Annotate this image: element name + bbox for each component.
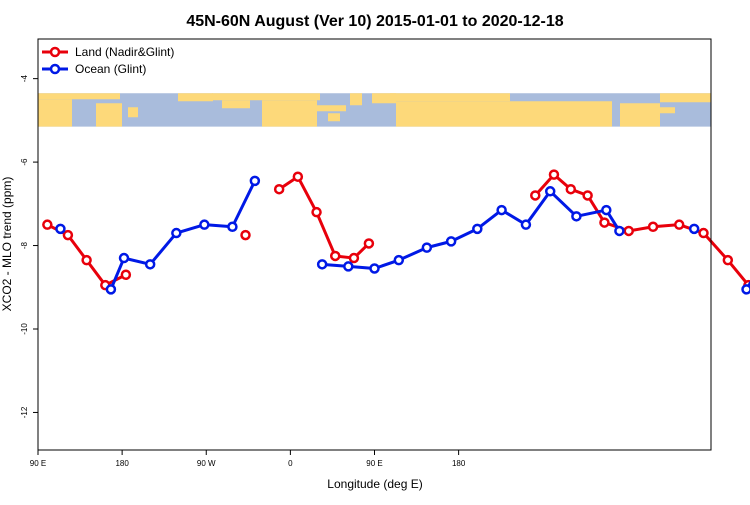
y-axis-label: XCO2 - MLO trend (ppm) <box>0 177 14 312</box>
land-point-3-1 <box>548 169 560 180</box>
map-land-7 <box>262 100 317 127</box>
x-tick-label-0: 90 E <box>30 459 46 468</box>
y-tick-label-0: -4 <box>20 75 29 83</box>
ocean-point-2-8 <box>520 219 532 230</box>
legend-ocean-marker <box>49 63 61 75</box>
ocean-point-0-0 <box>55 223 66 235</box>
x-tick-label-4: 90 E <box>366 459 382 468</box>
map-land-3 <box>128 107 138 118</box>
land-point-2-1 <box>292 171 304 182</box>
land-point-3-9 <box>722 254 734 266</box>
land-point-2-5 <box>363 238 375 249</box>
land-point-3-0 <box>530 190 541 201</box>
land-point-1-0 <box>240 229 251 241</box>
y-tick-label-3: -10 <box>20 323 29 335</box>
map-land-4 <box>178 93 213 102</box>
ocean-line-segment-1 <box>109 180 257 290</box>
land-point-3-3 <box>582 190 593 201</box>
map-land-16 <box>660 93 711 103</box>
x-tick-label-1: 180 <box>115 459 129 468</box>
land-point-3-8 <box>698 227 709 239</box>
ocean-point-2-2 <box>369 263 380 274</box>
x-tick-label-2: 90 W <box>197 459 216 468</box>
legend-land-label: Land (Nadir&Glint) <box>75 45 174 59</box>
map-land-2 <box>96 103 122 127</box>
land-point-2-2 <box>311 206 322 218</box>
x-tick-label-3: 0 <box>288 459 293 468</box>
legend-ocean-label: Ocean (Glint) <box>75 62 146 76</box>
legend: Land (Nadir&Glint) Ocean (Glint) <box>42 45 174 76</box>
y-tick-label-1: -6 <box>20 158 29 166</box>
series-layer <box>42 169 750 295</box>
land-point-2-4 <box>348 252 360 264</box>
ocean-point-2-0 <box>316 259 328 270</box>
land-point-2-3 <box>329 250 341 262</box>
map-land-14 <box>620 103 660 127</box>
land-point-3-5 <box>623 225 634 237</box>
map-land-15 <box>655 107 675 114</box>
land-point-3-6 <box>647 221 659 233</box>
ocean-point-1-2 <box>144 259 156 270</box>
y-tick-label-4: -12 <box>20 406 29 418</box>
ocean-point-2-3 <box>393 254 405 266</box>
land-point-0-4 <box>120 269 132 281</box>
ocean-point-2-1 <box>343 261 354 272</box>
map-land-13 <box>396 101 612 127</box>
ocean-point-2-12 <box>614 225 625 237</box>
ocean-point-2-4 <box>421 242 433 253</box>
map-land-5 <box>212 93 320 101</box>
ocean-point-2-10 <box>571 211 582 222</box>
ocean-point-2-6 <box>472 223 483 235</box>
map-land-6 <box>222 100 250 109</box>
ocean-point-1-3 <box>171 227 182 239</box>
land-line-segment-2 <box>278 175 370 260</box>
map-land-12 <box>390 93 510 102</box>
map-land-10 <box>350 93 362 106</box>
ocean-point-2-11 <box>601 204 612 216</box>
ocean-point-1-1 <box>118 252 130 264</box>
map-land-11 <box>372 93 396 104</box>
ocean-point-1-6 <box>249 175 261 187</box>
y-tick-label-2: -8 <box>20 241 29 249</box>
land-point-3-7 <box>673 219 685 230</box>
axes-layer: 90 E 180 90 W 0 90 E 180 -4 -6 -8 -10 -12 <box>20 75 466 468</box>
land-point-0-1 <box>62 229 74 241</box>
ocean-point-2-7 <box>496 204 507 216</box>
x-axis-label: Longitude (deg E) <box>327 477 422 491</box>
ocean-point-2-5 <box>445 236 457 247</box>
map-land-0 <box>38 93 120 100</box>
ocean-line-segment-2 <box>322 189 621 270</box>
ocean-point-1-5 <box>227 221 238 233</box>
land-point-0-0 <box>42 219 53 230</box>
world-map-band <box>38 93 711 127</box>
x-tick-label-5: 180 <box>452 459 466 468</box>
land-point-0-2 <box>81 254 92 266</box>
land-point-3-4 <box>599 217 610 228</box>
map-land-8 <box>316 105 346 112</box>
ocean-point-4-0 <box>741 284 750 295</box>
ocean-point-2-9 <box>544 186 556 197</box>
land-point-3-2 <box>565 183 577 195</box>
legend-land-marker <box>49 46 61 58</box>
ocean-point-1-0 <box>105 284 117 295</box>
ocean-point-3-0 <box>688 223 700 235</box>
map-land-9 <box>328 113 340 122</box>
ocean-point-1-4 <box>199 219 210 230</box>
land-point-2-0 <box>273 183 285 195</box>
chart-title: 45N-60N August (Ver 10) 2015-01-01 to 20… <box>186 13 563 30</box>
map-land-1 <box>38 99 72 127</box>
